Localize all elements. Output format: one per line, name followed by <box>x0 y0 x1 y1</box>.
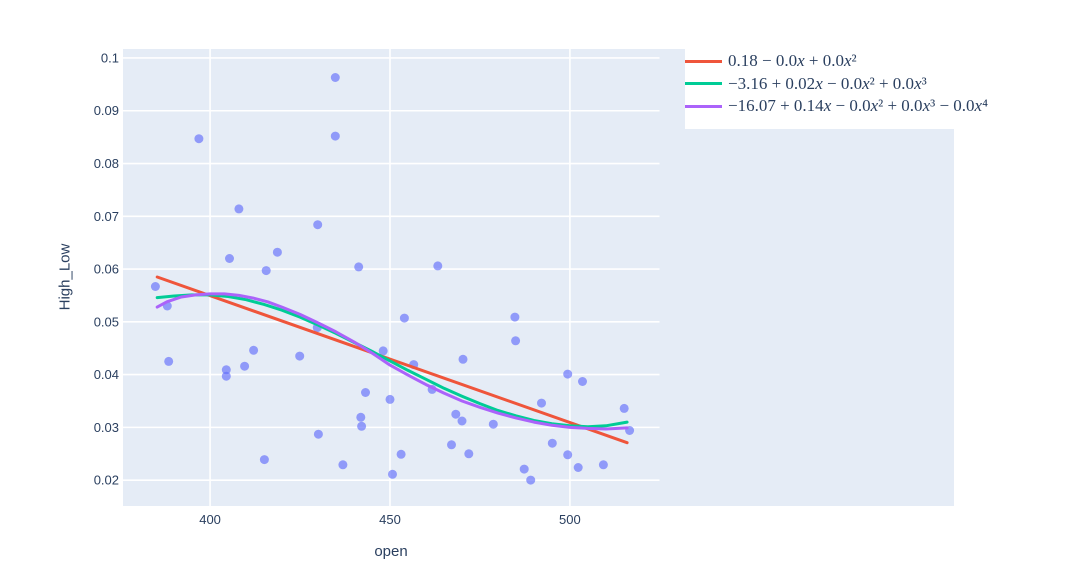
legend-swatch-icon <box>685 82 722 86</box>
y-tick-label: 0.02 <box>94 473 119 488</box>
scatter-point[interactable] <box>458 354 468 364</box>
scatter-point[interactable] <box>457 416 467 426</box>
scatter-point[interactable] <box>240 361 250 371</box>
scatter-point[interactable] <box>361 388 370 397</box>
scatter-point[interactable] <box>313 220 323 230</box>
scatter-point[interactable] <box>464 449 474 459</box>
scatter-point[interactable] <box>510 312 520 322</box>
trendline-1[interactable] <box>155 275 629 445</box>
scatter-point[interactable] <box>313 429 323 439</box>
x-axis-title: open <box>374 543 408 560</box>
scatter-point[interactable] <box>388 469 397 479</box>
scatter-point[interactable] <box>234 204 244 214</box>
scatter-point[interactable] <box>261 266 271 276</box>
y-tick-label: 0.07 <box>94 209 119 224</box>
scatter-point[interactable] <box>396 449 406 459</box>
trendline-2[interactable] <box>155 293 629 429</box>
scatter-point[interactable] <box>221 365 231 375</box>
scatter-point[interactable] <box>488 419 498 429</box>
scatter-point[interactable] <box>578 377 587 386</box>
scatter-point[interactable] <box>295 351 305 361</box>
legend-label: −3.16 + 0.02x − 0.0x² + 0.0x³ <box>728 73 927 93</box>
legend-item-2[interactable]: −3.16 + 0.02x − 0.0x² + 0.0x³ <box>685 73 1080 96</box>
x-tick-label: 500 <box>559 512 581 527</box>
y-axis-title: High_Low <box>56 243 74 311</box>
scatter-point[interactable] <box>338 460 348 470</box>
scatter-point[interactable] <box>433 261 443 271</box>
scatter-point[interactable] <box>399 313 409 323</box>
scatter-point[interactable] <box>519 464 529 474</box>
scatter-point[interactable] <box>330 131 340 141</box>
legend-label: −16.07 + 0.14x − 0.0x² + 0.0x³ − 0.0x⁴ <box>728 96 989 116</box>
scatter-point[interactable] <box>272 247 282 257</box>
scatter-point[interactable] <box>573 463 583 472</box>
x-tick-label: 400 <box>199 512 221 527</box>
scatter-point[interactable] <box>537 398 546 408</box>
scatter-point[interactable] <box>511 336 521 346</box>
y-tick-label: 0.08 <box>94 156 119 171</box>
scatter-point[interactable] <box>619 403 629 413</box>
y-tick-label: 0.09 <box>94 103 119 118</box>
x-tick-label: 450 <box>379 512 401 527</box>
scatter-point[interactable] <box>150 282 160 291</box>
scatter-point[interactable] <box>356 412 366 422</box>
scatter-point[interactable] <box>563 369 573 379</box>
legend: 0.18 − 0.0x + 0.0x² −3.16 + 0.02x − 0.0x²… <box>685 48 1080 129</box>
legend-swatch-icon <box>685 104 722 108</box>
trendline-3[interactable] <box>155 292 629 431</box>
scatter-point[interactable] <box>357 421 367 431</box>
scatter-point[interactable] <box>385 394 395 404</box>
y-tick-label: 0.03 <box>94 420 119 435</box>
scatter-point[interactable] <box>598 460 608 470</box>
y-tick-label: 0.1 <box>101 50 119 65</box>
scatter-point[interactable] <box>330 73 340 82</box>
scatter-point[interactable] <box>354 262 364 272</box>
scatter-point[interactable] <box>221 371 231 381</box>
scatter-point[interactable] <box>547 438 557 448</box>
scatter-point[interactable] <box>451 409 461 419</box>
scatter-point[interactable] <box>563 450 573 460</box>
legend-item-1[interactable]: 0.18 − 0.0x + 0.0x² <box>685 50 1080 73</box>
legend-label: 0.18 − 0.0x + 0.0x² <box>728 51 857 71</box>
y-tick-label: 0.05 <box>94 314 119 329</box>
scatter-point[interactable] <box>249 345 259 355</box>
scatter-point[interactable] <box>259 455 269 465</box>
y-tick-label: 0.04 <box>94 367 119 382</box>
scatter-point[interactable] <box>225 254 234 263</box>
scatter-point[interactable] <box>526 475 536 485</box>
scatter-point[interactable] <box>164 356 174 366</box>
y-tick-label: 0.06 <box>94 262 119 277</box>
legend-swatch-icon <box>685 59 722 63</box>
scatter-point[interactable] <box>447 440 456 450</box>
scatter-point[interactable] <box>378 346 388 356</box>
scatter-point[interactable] <box>194 134 204 144</box>
legend-item-3[interactable]: −16.07 + 0.14x − 0.0x² + 0.0x³ − 0.0x⁴ <box>685 95 1080 118</box>
